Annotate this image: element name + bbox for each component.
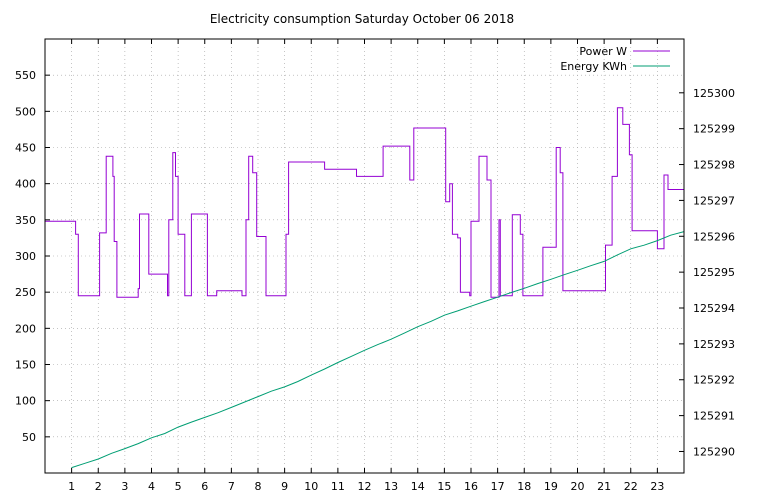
y2-tick-label: 125295	[693, 266, 735, 279]
y-tick-label: 200	[15, 322, 36, 335]
y-tick-label: 300	[15, 250, 36, 263]
y2-tick-label: 125298	[693, 159, 735, 172]
grid-lines	[45, 39, 684, 473]
y2-tick-label: 125291	[693, 410, 735, 423]
legend: Power W Energy KWh	[560, 45, 670, 73]
x-tick-label: 18	[517, 480, 531, 493]
y-tick-label: 450	[15, 142, 36, 155]
x-tick-label: 21	[597, 480, 611, 493]
x-tick-label: 1	[68, 480, 75, 493]
x-tick-label: 17	[491, 480, 505, 493]
y2-tick-label: 125293	[693, 338, 735, 351]
x-tick-label: 23	[650, 480, 664, 493]
x-tick-label: 13	[384, 480, 398, 493]
y-tick-label: 250	[15, 286, 36, 299]
x-tick-label: 15	[437, 480, 451, 493]
y2-tick-label: 125294	[693, 302, 735, 315]
y2-tick-label: 125296	[693, 230, 735, 243]
legend-label-power: Power W	[579, 45, 627, 58]
axis-ticks: 1 2 3 4 5 6 7 8 9 10 11 12 13 14 15 16 17 18 19 20 21 22 23501…	[15, 39, 735, 493]
x-tick-label: 22	[624, 480, 638, 493]
chart-title: Electricity consumption Saturday October…	[210, 12, 514, 26]
x-tick-label: 10	[304, 480, 318, 493]
series-energy-line	[71, 231, 685, 469]
y-tick-label: 50	[22, 431, 36, 444]
x-tick-label: 7	[228, 480, 235, 493]
x-tick-label: 14	[411, 480, 425, 493]
x-tick-label: 4	[148, 480, 155, 493]
y2-tick-label: 125300	[693, 87, 735, 100]
y2-tick-label: 125292	[693, 374, 735, 387]
y-tick-label: 400	[15, 178, 36, 191]
x-tick-label: 2	[95, 480, 102, 493]
y-tick-label: 500	[15, 105, 36, 118]
y2-tick-label: 125297	[693, 194, 735, 207]
x-tick-label: 16	[464, 480, 478, 493]
x-tick-label: 9	[281, 480, 288, 493]
x-tick-label: 5	[175, 480, 182, 493]
y-tick-label: 100	[15, 395, 36, 408]
series-layer	[45, 107, 685, 469]
x-tick-label: 8	[255, 480, 262, 493]
x-tick-label: 20	[571, 480, 585, 493]
legend-label-energy: Energy KWh	[560, 60, 627, 73]
y-tick-label: 150	[15, 359, 36, 372]
x-tick-label: 3	[121, 480, 128, 493]
x-tick-label: 19	[544, 480, 558, 493]
y-tick-label: 350	[15, 214, 36, 227]
series-power-line	[45, 107, 685, 298]
x-tick-label: 6	[201, 480, 208, 493]
y2-tick-label: 125290	[693, 445, 735, 458]
x-tick-label: 11	[331, 480, 345, 493]
y2-tick-label: 125299	[693, 123, 735, 136]
y-tick-label: 550	[15, 69, 36, 82]
x-tick-label: 12	[358, 480, 372, 493]
